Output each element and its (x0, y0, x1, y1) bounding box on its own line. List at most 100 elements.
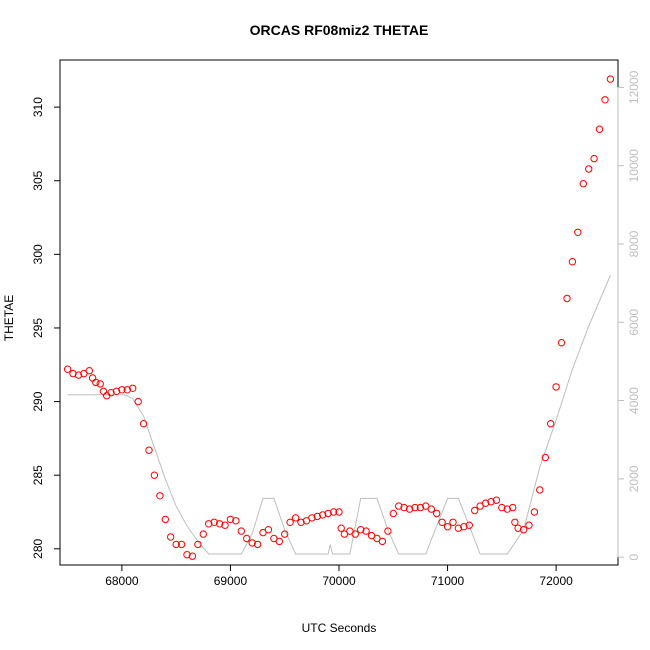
thetae-point (536, 486, 544, 494)
thetae-point (411, 503, 419, 512)
thetae-point (92, 378, 100, 387)
x-axis-label: UTC Seconds (302, 621, 377, 635)
thetae-point (563, 294, 571, 303)
y-tick-label: 300 (31, 244, 45, 264)
thetae-point (286, 518, 294, 526)
thetae-point (465, 521, 473, 529)
x-tick-label: 69000 (214, 574, 248, 588)
thetae-point (337, 524, 345, 532)
y2-tick-label: 4000 (627, 387, 641, 414)
thetae-point (590, 154, 598, 163)
thetae-point (63, 365, 72, 373)
thetae-point (308, 514, 316, 522)
thetae-point (519, 526, 528, 534)
thetae-point (568, 258, 577, 266)
y-tick-label: 280 (31, 538, 45, 558)
thetae-point (281, 530, 289, 538)
thetae-point (335, 508, 343, 516)
thetae-point (96, 380, 104, 388)
thetae-point (156, 492, 164, 500)
thetae-point (530, 508, 539, 516)
thetae-point (199, 530, 208, 538)
thetae-point (509, 503, 517, 512)
thetae-point (297, 518, 305, 526)
thetae-point (253, 540, 262, 549)
altitude-series-line (67, 275, 611, 555)
y-tick-label: 285 (31, 465, 45, 485)
thetae-point (139, 420, 148, 428)
thetae-point (226, 515, 235, 524)
y-axis: 280 285 290 295 300 305 310 (31, 97, 61, 559)
thetae-point (88, 374, 97, 382)
thetae-point (579, 180, 587, 188)
thetae-point (302, 517, 311, 525)
thetae-point (585, 165, 593, 173)
thetae-point (150, 471, 159, 479)
thetae-point (416, 503, 425, 512)
thetae-point (188, 552, 197, 560)
thetae-point (167, 533, 175, 541)
thetae-point (99, 387, 108, 395)
thetae-point (438, 518, 446, 526)
thetae-point (503, 505, 511, 513)
thetae-point (194, 540, 202, 549)
thetae-point (481, 499, 490, 507)
thetae-point (183, 551, 191, 559)
thetae-point (362, 527, 370, 535)
thetae-point (313, 512, 321, 521)
thetae-point (107, 389, 115, 397)
thetae-point (232, 517, 240, 525)
thetae-point (487, 498, 495, 506)
thetae-point (460, 523, 468, 531)
x-tick-label: 70000 (322, 574, 356, 588)
x-tick-label: 71000 (431, 574, 465, 588)
thetae-point (205, 520, 213, 528)
thetae-point (172, 540, 180, 549)
y2-axis: 0 2000 4000 6000 8000 10000 12000 (617, 70, 641, 561)
x-tick-label: 68000 (105, 574, 139, 588)
thetae-point (422, 502, 430, 510)
thetae-point (215, 520, 224, 528)
thetae-point (574, 228, 582, 237)
thetae-point (134, 397, 142, 406)
thetae-point (395, 502, 403, 510)
y-tick-label: 295 (31, 318, 45, 338)
thetae-point (389, 509, 397, 518)
thetae-point (319, 511, 327, 519)
thetae-point (433, 509, 441, 518)
y-tick-label: 310 (31, 97, 45, 117)
thetae-point (145, 446, 153, 454)
thetae-point (275, 537, 283, 546)
thetae-point (492, 496, 501, 504)
thetae-point (346, 527, 354, 535)
y2-tick-label: 12000 (627, 70, 641, 104)
y2-tick-label: 10000 (627, 149, 641, 183)
thetae-point (210, 518, 218, 526)
thetae-point (248, 539, 256, 547)
thetae-point (123, 386, 132, 394)
thetae-point (525, 521, 533, 529)
thetae-point (541, 453, 549, 462)
thetae-point (384, 527, 392, 535)
thetae-point (264, 526, 273, 534)
y-tick-label: 290 (31, 391, 45, 411)
thetae-points-layer (63, 75, 615, 560)
thetae-point (177, 540, 186, 549)
thetae-point (511, 518, 519, 526)
thetae-point (378, 537, 387, 546)
thetae-point (112, 387, 121, 395)
thetae-point (449, 518, 457, 526)
thetae-point (243, 534, 251, 543)
y2-tick-label: 2000 (627, 465, 641, 492)
altitude-line-layer (67, 275, 611, 555)
thetae-point (601, 96, 609, 104)
thetae-point (557, 339, 566, 347)
y-axis-label: THETAE (2, 295, 16, 341)
thetae-point (476, 502, 484, 510)
y2-tick-label: 0 (627, 554, 641, 561)
thetae-point (85, 367, 94, 375)
thetae-point (547, 420, 555, 428)
thetae-point (237, 527, 246, 535)
thetae-point (324, 509, 332, 518)
